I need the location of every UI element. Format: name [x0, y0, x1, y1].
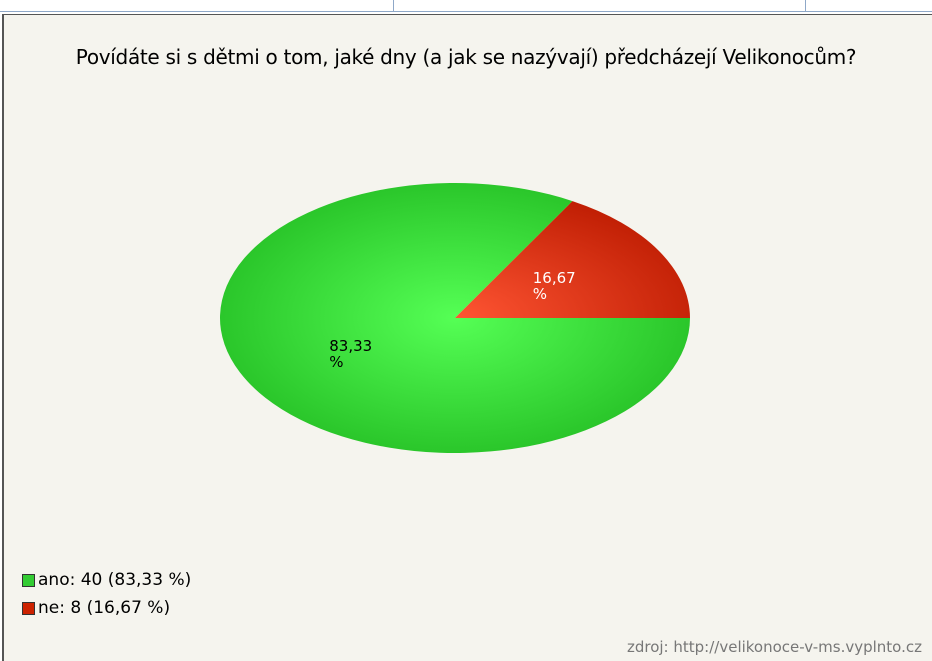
chart-title: Povídáte si s dětmi o tom, jaké dny (a j…	[75, 45, 857, 69]
source: zdroj: http://velikonoce-v-ms.vyplnto.cz	[626, 638, 922, 656]
legend-entry: ne: 8 (16,67 %)	[22, 598, 170, 618]
legend-swatch	[22, 601, 35, 615]
pie-slice	[455, 201, 690, 318]
table-cell	[805, 0, 806, 11]
legend-swatch	[22, 573, 35, 587]
table-cell	[393, 0, 394, 11]
pie-slice	[220, 182, 690, 453]
legend-label: ano: 40 (83,33 %)	[38, 570, 192, 590]
data-label: 16,67 %	[532, 269, 576, 304]
data-label: 83,33 %	[329, 336, 373, 371]
legend-label: ne: 8 (16,67 %)	[38, 598, 171, 618]
legend-entry: ano: 40 (83,33 %)	[22, 570, 191, 590]
table-strip	[0, 0, 932, 12]
